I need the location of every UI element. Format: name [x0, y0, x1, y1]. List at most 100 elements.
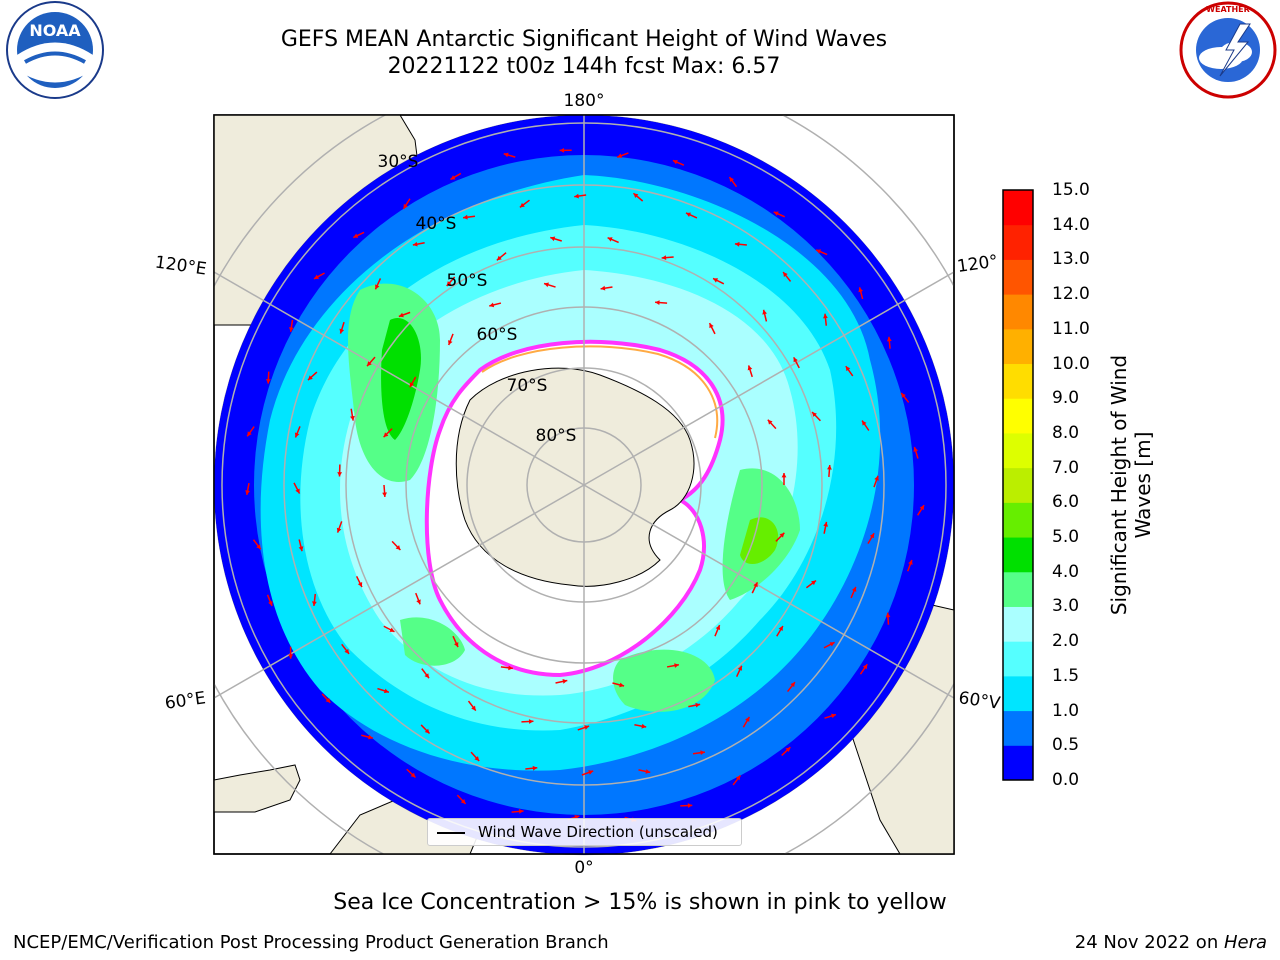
wave-arrow-head — [339, 328, 345, 334]
wave-arrow-head — [793, 357, 798, 363]
noaa-logo: NOAA — [6, 1, 104, 99]
wave-arrow-head — [674, 663, 679, 668]
colorbar-tick-label: 8.0 — [1052, 422, 1080, 443]
wave-arrow-head — [661, 255, 667, 260]
wave-arrow-head — [641, 723, 647, 729]
lat-label-60s: 60°S — [477, 325, 518, 345]
nws-logo: WEATHER — [1179, 1, 1277, 99]
colorbar-tick-label: 6.0 — [1052, 492, 1080, 513]
wave-arrow-head — [403, 203, 408, 209]
wave-arrow-head — [312, 601, 317, 606]
wave-arrow-head — [454, 642, 459, 648]
wave-arrow-head — [901, 392, 906, 398]
colorbar-band — [1003, 745, 1033, 781]
colorbar-tick-label: 13.0 — [1052, 249, 1090, 270]
wave-arrow-head — [368, 734, 373, 740]
colorbar-tick-label: 15.0 — [1052, 180, 1090, 200]
wave-arrow-head — [562, 679, 568, 684]
svg-text:NOAA: NOAA — [29, 21, 81, 40]
wave-arrow-head — [713, 278, 719, 283]
wave-arrow-head — [672, 160, 678, 165]
wave-arrow-head — [851, 586, 857, 592]
footer-date: 24 Nov 2022 on Hera — [1075, 932, 1267, 953]
wave-arrow-head — [460, 799, 466, 804]
wave-arrow-head — [700, 750, 705, 756]
colorbar-band — [1003, 606, 1033, 642]
wave-arrow-head — [827, 465, 832, 470]
chart-subtitle-run-info: 20221122 t00z 144h fcst Max: 6.57 — [387, 54, 781, 79]
graticule — [214, 115, 954, 854]
lat-label-80s: 80°S — [536, 426, 577, 446]
legend-line-swatch — [437, 832, 465, 834]
colorbar-tick-label: 0.5 — [1052, 735, 1080, 756]
wave-arrow-head — [496, 255, 502, 261]
colorbar-tick-label: 3.0 — [1052, 596, 1080, 617]
wave-arrow-head — [367, 361, 372, 367]
wave-arrow-head — [886, 336, 892, 342]
wave-arrow-head — [600, 285, 606, 291]
colorbar-label-line1: Significant Height of Wind — [1107, 354, 1131, 616]
wave-arrow-head — [885, 612, 891, 618]
wave-arrow-head — [779, 532, 785, 538]
wave-arrow-head — [559, 147, 565, 153]
lon-label-0: 0° — [574, 858, 593, 878]
wave-arrow-head — [463, 214, 468, 220]
wave-arrow-head — [383, 688, 389, 694]
wave-arrow-head — [489, 302, 495, 308]
wave-arrow-head — [729, 177, 734, 182]
wave-arrow-head — [550, 236, 556, 242]
lon-label-120w: 120° — [956, 251, 999, 277]
wave-arrow-head — [574, 193, 579, 199]
wave-arrow-head — [762, 309, 767, 315]
wave-arrow-head — [737, 665, 743, 671]
colorbar-tick-label: 12.0 — [1052, 284, 1090, 305]
wave-arrow-head — [869, 533, 875, 539]
wave-arrow-head — [508, 665, 513, 671]
lon-label-180: 180° — [564, 91, 605, 111]
wave-arrow-head — [617, 153, 623, 158]
wave-arrow-head — [503, 152, 509, 158]
colorbar-band — [1003, 328, 1033, 365]
wave-arrow-head — [294, 432, 300, 438]
wave-arrow-head — [398, 312, 404, 318]
lon-label-60e: 60°E — [164, 688, 207, 713]
wave-arrow-head — [544, 282, 549, 288]
colorbar-tick-label: 11.0 — [1052, 318, 1090, 339]
colorbar-band — [1003, 537, 1033, 573]
wave-arrow-head — [862, 664, 868, 670]
colorbar-band — [1003, 224, 1033, 260]
chart-title: GEFS MEAN Antarctic Significant Height o… — [280, 27, 888, 52]
wave-arrow-head — [778, 625, 783, 631]
wave-arrow-head — [645, 769, 651, 774]
colorbar-band — [1003, 641, 1033, 677]
wave-arrow-head — [715, 625, 721, 631]
wave-arrow-head — [655, 300, 660, 305]
wave-arrow-head — [829, 642, 835, 647]
wave-arrow-head — [823, 521, 828, 527]
wave-arrow-head — [816, 249, 822, 254]
wave-arrow-head — [450, 175, 456, 180]
wave-arrow-head — [607, 237, 613, 242]
wave-arrow-head — [753, 582, 758, 588]
wave-arrow-head — [588, 770, 594, 775]
wave-arrow-head — [687, 803, 693, 808]
colorbar-tick-label: 1.0 — [1052, 700, 1080, 721]
lat-label-70s: 70°S — [507, 376, 548, 396]
wave-arrow-head — [783, 272, 788, 277]
wave-arrow-head — [295, 488, 300, 494]
sea-ice-note: Sea Ice Concentration > 15% is shown in … — [333, 890, 947, 915]
wave-arrow-head — [424, 673, 430, 679]
svg-text:WEATHER: WEATHER — [1206, 5, 1250, 14]
colorbar-band — [1003, 398, 1033, 434]
wave-arrow-head — [448, 340, 453, 346]
wave-arrow-head — [424, 728, 430, 734]
wave-arrow-head — [734, 241, 740, 247]
wave-arrow-head — [518, 808, 524, 814]
wave-arrow-head — [811, 580, 817, 586]
wave-arrow-head — [268, 600, 273, 606]
wave-arrow-head — [382, 492, 387, 497]
wave-arrow-head — [446, 281, 452, 286]
wave-arrow-head — [831, 713, 836, 719]
lon-label-60w: 60°V — [957, 688, 1002, 714]
